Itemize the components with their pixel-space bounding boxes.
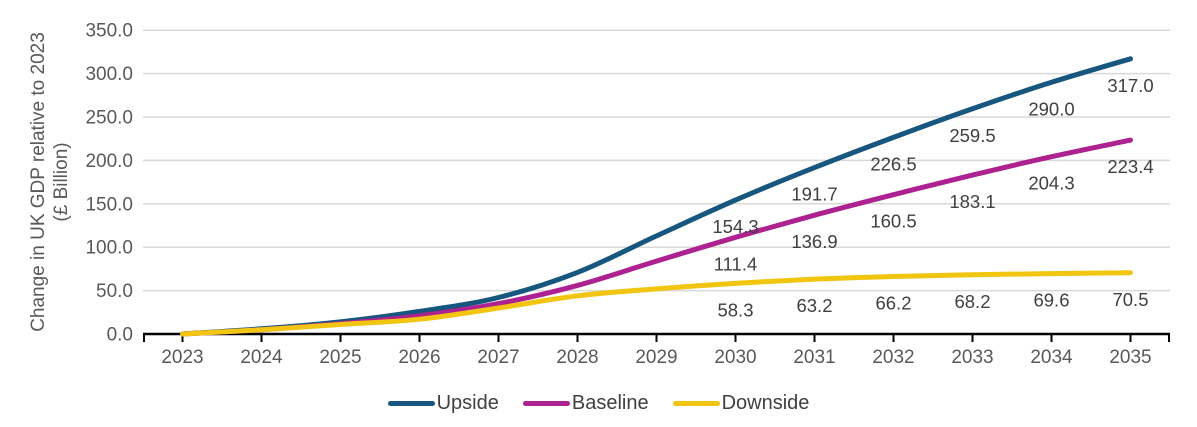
x-tick-label: 2026 (398, 347, 440, 368)
y-axis-title-line2: (£ Billion) (51, 142, 72, 222)
legend-label-baseline: Baseline (571, 392, 649, 414)
x-tick-label: 2024 (240, 347, 283, 368)
data-label-baseline-2035: 223.4 (1107, 156, 1153, 177)
data-label-downside-2032: 66.2 (875, 293, 911, 314)
x-tick-label: 2032 (872, 347, 914, 368)
y-axis-title: Change in UK GDP relative to 2023 (£ Bil… (27, 32, 73, 332)
plot-area: 0.0 50.0 100.0 150.0 200.0 250.0 300.0 350.0 202… (85, 21, 1170, 368)
x-tick-label: 2034 (1030, 347, 1073, 368)
data-label-downside-2030: 58.3 (717, 299, 753, 320)
data-label-upside-2030: 154.3 (712, 216, 758, 237)
series-line-downside (180, 270, 1133, 337)
x-tick-label: 2035 (1109, 347, 1151, 368)
y-axis-title-line1: Change in UK GDP relative to 2023 (28, 32, 49, 332)
y-tick-label: 200.0 (85, 151, 133, 172)
downside-line-marker (672, 401, 720, 406)
y-tick-label: 300.0 (85, 64, 133, 85)
baseline-line-marker (522, 401, 570, 406)
x-tick-label: 2025 (319, 347, 361, 368)
legend-item-upside: Upside (387, 392, 499, 415)
x-tick-label: 2027 (477, 347, 519, 368)
legend-item-downside: Downside (672, 392, 810, 415)
x-tick-label: 2033 (951, 347, 993, 368)
data-label-downside-2033: 68.2 (954, 291, 990, 312)
y-tick-label: 50.0 (96, 281, 133, 302)
y-tick-label: 350.0 (85, 21, 133, 42)
legend-label-upside: Upside (436, 392, 499, 414)
x-tick-label: 2030 (714, 347, 756, 368)
x-tick-label: 2031 (793, 347, 835, 368)
data-label-baseline-2031: 136.9 (791, 231, 837, 252)
data-label-upside-2034: 290.0 (1028, 98, 1074, 119)
data-label-baseline-2030: 111.4 (714, 253, 758, 274)
x-tick-label: 2028 (556, 347, 598, 368)
y-tick-label: 100.0 (85, 238, 133, 259)
data-label-downside-2034: 69.6 (1033, 290, 1069, 311)
data-label-baseline-2033: 183.1 (949, 191, 995, 212)
data-label-baseline-2034: 204.3 (1028, 173, 1074, 194)
y-tick-label: 0.0 (107, 325, 133, 346)
data-label-upside-2032: 226.5 (870, 153, 916, 174)
legend-label-downside: Downside (721, 392, 810, 414)
upside-line-marker (387, 401, 435, 406)
data-label-baseline-2032: 160.5 (870, 211, 916, 232)
y-tick-label: 150.0 (85, 194, 133, 215)
data-label-upside-2031: 191.7 (791, 184, 837, 205)
chart-canvas: 0.0 50.0 100.0 150.0 200.0 250.0 300.0 350.0 202… (85, 21, 1170, 368)
legend-item-baseline: Baseline (522, 392, 649, 415)
data-label-downside-2031: 63.2 (796, 295, 832, 316)
legend: Upside Baseline Downside (0, 392, 1197, 415)
data-label-upside-2033: 259.5 (949, 125, 995, 146)
x-tick-label: 2029 (635, 347, 677, 368)
y-tick-label: 250.0 (85, 108, 133, 129)
data-label-downside-2035: 70.5 (1112, 289, 1148, 310)
x-tick-label: 2023 (161, 347, 203, 368)
data-label-upside-2035: 317.0 (1107, 75, 1153, 96)
